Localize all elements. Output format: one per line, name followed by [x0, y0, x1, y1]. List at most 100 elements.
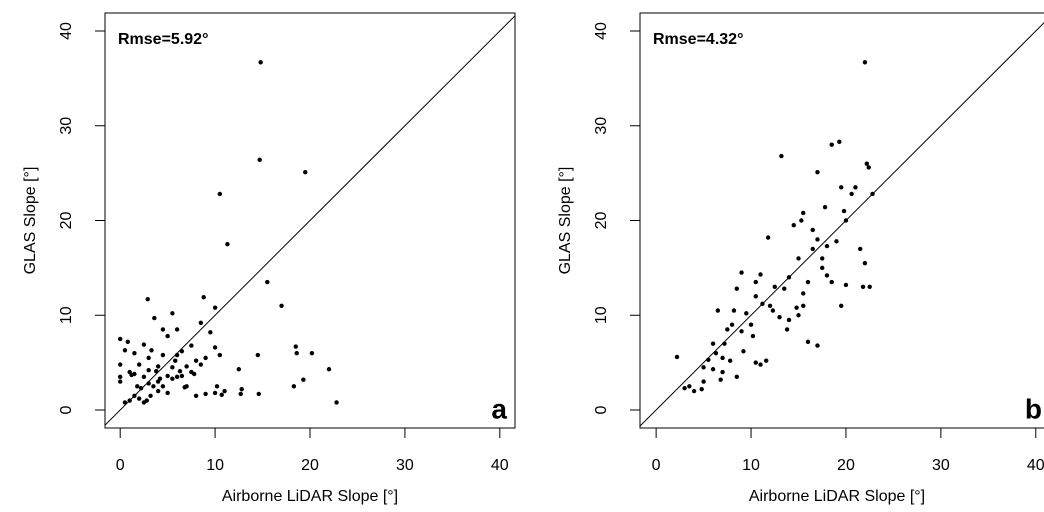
data-point	[117, 336, 123, 342]
data-point	[294, 350, 299, 356]
data-point	[701, 379, 706, 384]
data-point	[117, 374, 123, 380]
data-point	[777, 314, 782, 320]
data-point	[334, 400, 339, 405]
data-point	[674, 354, 680, 360]
data-point	[701, 365, 706, 370]
data-point	[758, 362, 763, 367]
y-tick-label: 10	[593, 306, 610, 324]
data-point	[784, 327, 790, 332]
data-point	[148, 393, 153, 398]
data-point	[222, 388, 227, 394]
data-point	[189, 343, 194, 348]
x-tick-label: 10	[742, 457, 760, 474]
data-point	[132, 350, 137, 356]
data-point	[750, 333, 756, 339]
data-point	[753, 279, 758, 285]
data-point	[722, 341, 727, 346]
data-point	[122, 348, 128, 353]
data-point	[834, 239, 839, 244]
data-point	[193, 393, 199, 398]
data-point	[217, 352, 223, 358]
data-point	[770, 308, 776, 313]
data-point	[174, 374, 180, 380]
y-tick-label: 40	[593, 22, 610, 40]
data-point	[170, 376, 175, 381]
x-tick-label: 40	[491, 457, 509, 474]
data-point	[293, 344, 298, 349]
data-point	[815, 343, 820, 348]
data-point	[170, 365, 175, 370]
data-point	[193, 358, 199, 363]
data-point	[767, 303, 773, 308]
data-point	[291, 384, 297, 389]
data-point	[239, 386, 244, 392]
data-point	[779, 153, 784, 159]
data-point	[839, 185, 844, 190]
data-point	[326, 367, 332, 372]
data-point	[138, 386, 144, 391]
data-point	[706, 357, 711, 362]
data-point	[843, 218, 849, 223]
data-point	[824, 273, 830, 278]
data-point	[791, 223, 796, 228]
data-point	[160, 327, 166, 332]
data-point	[257, 157, 262, 163]
x-tick-label: 0	[116, 457, 125, 474]
data-point	[822, 205, 828, 210]
y-axis-title: GLAS Slope [°]	[22, 167, 39, 275]
x-tick-label: 20	[301, 457, 319, 474]
panel: 0 10 20 30 40 0 10 20 30 40 Airborne LiDAR Slope […	[557, 12, 1044, 505]
data-point	[829, 142, 834, 147]
data-point	[135, 384, 140, 389]
data-point	[160, 384, 166, 389]
data-point	[301, 377, 306, 382]
data-point	[682, 386, 687, 391]
data-point	[720, 369, 725, 375]
data-point	[687, 384, 692, 389]
one-to-one-line	[640, 22, 1044, 427]
data-point	[157, 376, 163, 381]
data-point	[214, 384, 220, 389]
data-point	[824, 243, 830, 249]
data-point	[837, 139, 842, 145]
data-point	[265, 279, 270, 285]
data-point	[170, 311, 175, 316]
data-point	[303, 169, 308, 175]
y-tick-label: 20	[58, 212, 75, 230]
data-point	[734, 374, 740, 380]
data-point	[760, 301, 765, 307]
data-point	[862, 60, 868, 65]
data-point	[256, 391, 261, 397]
data-point	[174, 352, 180, 358]
panel: 0 10 20 30 40 0 10 20 30 40 Airborne LiDAR Slope […	[22, 12, 516, 505]
data-point	[219, 392, 224, 398]
data-point	[691, 388, 697, 394]
data-point	[177, 368, 183, 374]
data-point	[146, 355, 151, 361]
data-point	[801, 210, 806, 216]
y-tick-label: 20	[593, 212, 610, 230]
data-point	[805, 279, 811, 285]
x-tick-label: 10	[206, 457, 224, 474]
data-point	[146, 381, 151, 386]
data-point	[772, 284, 777, 290]
data-point	[727, 358, 733, 363]
data-point	[713, 350, 719, 356]
data-point	[764, 358, 769, 363]
data-point	[753, 294, 758, 299]
data-point	[815, 169, 820, 175]
data-point	[862, 260, 868, 266]
data-point	[179, 373, 185, 379]
data-point	[820, 265, 825, 271]
data-point	[801, 291, 806, 296]
data-point	[255, 352, 261, 358]
data-point	[810, 246, 815, 252]
annotation: Rmse=5.92°	[118, 31, 208, 48]
data-point	[160, 352, 166, 358]
data-point	[198, 320, 204, 326]
data-point	[794, 305, 799, 310]
data-point	[179, 349, 185, 354]
panel-label: b	[1025, 393, 1042, 424]
